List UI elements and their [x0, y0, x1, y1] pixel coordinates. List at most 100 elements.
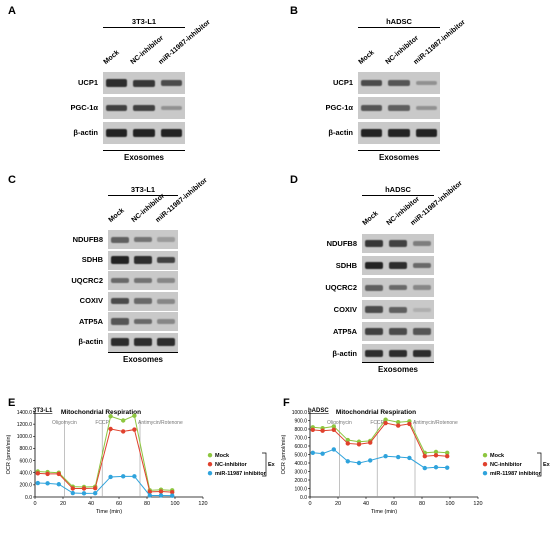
data-point — [433, 453, 439, 458]
data-point — [93, 485, 98, 491]
x-tick-label: 0 — [33, 501, 36, 507]
data-point — [383, 420, 388, 426]
legend-bracket — [537, 452, 542, 477]
data-point — [383, 417, 388, 422]
protein-label: ATP5A — [332, 326, 357, 336]
data-point — [170, 493, 175, 498]
data-point — [396, 454, 401, 460]
protein-band — [157, 237, 176, 242]
protein-band — [157, 298, 176, 304]
data-point — [121, 474, 126, 479]
x-tick-label: 120 — [473, 501, 482, 507]
protein-label: PGC-1α — [70, 103, 98, 112]
protein-label: COXIV — [333, 304, 357, 314]
data-point — [320, 451, 325, 456]
x-tick-label: 40 — [363, 501, 369, 507]
legend-marker — [482, 462, 488, 467]
protein-band — [160, 129, 182, 137]
protein-band — [412, 328, 432, 335]
protein-band — [412, 240, 432, 247]
protein-label: β-actin — [73, 128, 98, 137]
data-point — [81, 486, 87, 491]
x-tick-label: 120 — [198, 501, 207, 507]
protein-label: COXIV — [79, 296, 103, 305]
protein-band — [388, 306, 408, 313]
protein-band — [157, 278, 176, 283]
data-point — [396, 420, 401, 425]
exosomes-label: Exosomes — [122, 355, 164, 364]
cell-line-bracket — [362, 195, 434, 196]
data-point — [356, 460, 362, 466]
cell-line-bracket — [103, 27, 185, 28]
data-point — [345, 459, 350, 464]
protein-band — [412, 307, 432, 312]
protein-band — [110, 256, 129, 264]
x-tick-label: 80 — [419, 501, 425, 507]
x-tick-label: 60 — [116, 501, 122, 507]
protein-band — [133, 318, 153, 325]
injection-label: FCCP — [95, 420, 109, 426]
protein-band — [415, 105, 437, 111]
legend-group-label: Exosomes — [543, 462, 550, 468]
protein-band — [110, 277, 129, 284]
data-point — [445, 465, 450, 470]
protein-band — [110, 318, 129, 325]
data-point — [108, 426, 113, 432]
y-tick-label: 1400.0 — [17, 410, 33, 416]
data-point — [45, 471, 50, 477]
data-point — [45, 481, 50, 486]
protein-label: UQCRC2 — [71, 275, 103, 285]
data-point — [70, 486, 76, 491]
data-point — [433, 449, 439, 455]
legend-marker — [207, 471, 213, 476]
protein-label: SDHB — [335, 260, 357, 270]
data-point — [310, 450, 315, 455]
chart-title: Mitochondrial Respiration — [336, 409, 416, 416]
protein-band — [364, 240, 384, 247]
injection-label: FCCP — [370, 420, 384, 426]
protein-label: NDUFB8 — [326, 238, 357, 248]
y-tick-label: 700.0 — [294, 435, 307, 441]
data-point — [331, 424, 336, 429]
protein-band — [157, 256, 176, 264]
protein-band — [412, 349, 432, 358]
data-point — [345, 441, 350, 446]
y-tick-label: 400.0 — [294, 461, 307, 467]
x-tick-label: 60 — [391, 501, 397, 507]
panel-letter: E — [8, 397, 15, 409]
data-point — [422, 465, 427, 471]
data-point — [170, 489, 175, 495]
data-point — [445, 450, 450, 455]
protein-label: β-actin — [332, 348, 357, 358]
legend-bracket — [262, 452, 267, 477]
data-point — [320, 428, 325, 433]
protein-band — [415, 129, 437, 137]
protein-band — [157, 338, 176, 346]
protein-label: β-actin — [328, 128, 353, 137]
data-point — [396, 423, 401, 428]
x-tick-label: 100 — [445, 501, 454, 507]
exosomes-label: Exosomes — [377, 365, 419, 374]
protein-band — [364, 261, 384, 270]
lane-label: Mock — [361, 210, 380, 227]
data-point — [383, 454, 388, 459]
cell-line-label: 3T3-L1 — [131, 17, 157, 26]
protein-band — [133, 79, 155, 87]
protein-band — [157, 319, 176, 324]
protein-band — [412, 285, 432, 290]
protein-band — [388, 105, 410, 111]
chart-title: Mitochondrial Respiration — [61, 409, 141, 416]
exosomes-bracket — [362, 362, 434, 363]
protein-band — [133, 338, 153, 346]
data-point — [70, 490, 76, 496]
lane-label: Mock — [357, 49, 376, 66]
cell-line-label: 3T3-L1 — [33, 408, 53, 414]
protein-band — [160, 105, 182, 111]
panel-letter: F — [283, 397, 290, 409]
data-point — [132, 427, 137, 432]
data-point — [81, 491, 87, 496]
data-point — [93, 491, 98, 496]
y-axis-label: OCR (pmol/min) — [6, 434, 12, 474]
data-point — [331, 447, 336, 452]
panel-letter: C — [8, 174, 16, 186]
